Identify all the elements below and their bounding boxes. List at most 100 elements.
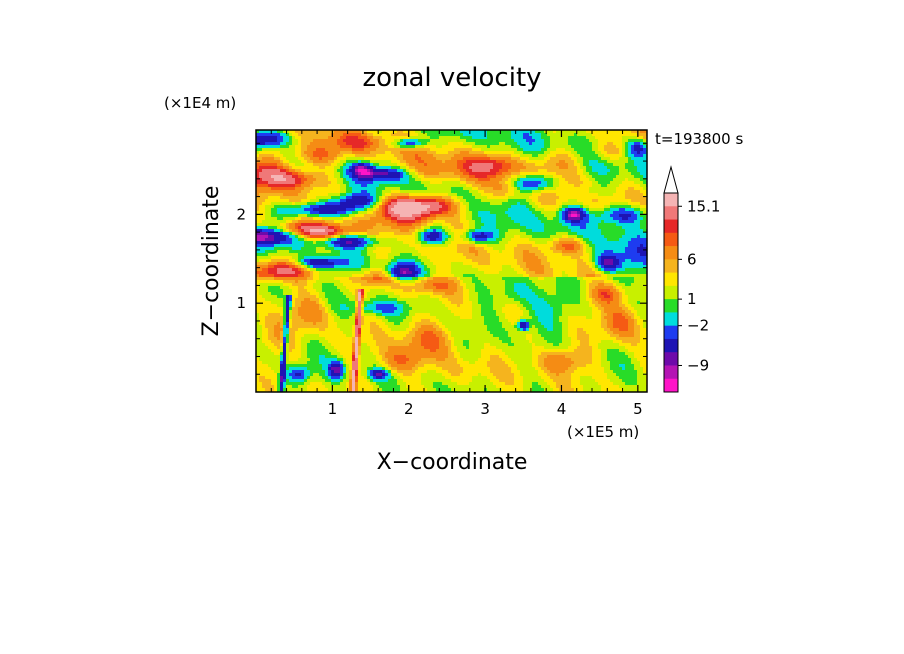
field-cell	[610, 205, 614, 209]
field-cell	[481, 172, 485, 176]
field-cell	[352, 229, 356, 233]
field-cell	[454, 157, 458, 161]
field-cell	[634, 142, 638, 146]
field-cell	[346, 172, 350, 176]
field-cell	[334, 202, 338, 206]
field-cell	[412, 178, 416, 182]
field-cell	[442, 223, 446, 227]
field-cell	[634, 232, 638, 236]
field-cell	[415, 184, 419, 188]
field-cell	[313, 163, 317, 167]
field-cell	[259, 148, 263, 152]
field-cell	[514, 238, 518, 242]
field-cell	[427, 199, 431, 203]
field-cell	[406, 187, 410, 191]
field-cell	[622, 241, 626, 245]
field-cell	[331, 199, 335, 203]
field-cell	[451, 232, 455, 236]
field-cell	[631, 166, 635, 170]
field-cell	[364, 217, 368, 221]
field-cell	[493, 133, 497, 137]
field-cell	[607, 220, 611, 224]
field-cell	[397, 211, 401, 215]
field-cell	[574, 214, 578, 218]
field-cell	[346, 148, 350, 152]
field-cell	[388, 175, 392, 179]
field-cell	[634, 166, 638, 170]
field-cell	[286, 130, 290, 134]
field-cell	[286, 205, 290, 209]
field-cell	[574, 130, 578, 134]
field-cell	[508, 238, 512, 242]
field-cell	[268, 235, 272, 239]
field-cell	[352, 154, 356, 158]
field-cell	[391, 226, 395, 230]
field-cell	[316, 199, 320, 203]
field-cell	[304, 169, 308, 173]
field-cell	[532, 151, 536, 155]
field-cell	[265, 184, 269, 188]
field-cell	[274, 133, 278, 137]
field-cell	[334, 142, 338, 146]
field-cell	[616, 130, 620, 134]
field-cell	[619, 208, 623, 212]
field-cell	[304, 157, 308, 161]
field-cell	[541, 193, 545, 197]
field-cell	[598, 157, 602, 161]
field-cell	[595, 220, 599, 224]
field-cell	[301, 211, 305, 215]
field-cell	[274, 226, 278, 230]
field-cell	[358, 205, 362, 209]
field-cell	[631, 133, 635, 137]
field-cell	[634, 196, 638, 200]
field-cell	[325, 223, 329, 227]
field-cell	[631, 226, 635, 230]
field-cell	[463, 226, 467, 230]
field-cell	[523, 160, 527, 164]
field-cell	[331, 223, 335, 227]
field-cell	[367, 220, 371, 224]
field-cell	[580, 157, 584, 161]
field-cell	[310, 130, 314, 134]
field-cell	[580, 169, 584, 173]
field-cell	[346, 214, 350, 218]
field-cell	[268, 208, 272, 212]
field-cell	[502, 136, 506, 140]
field-cell	[433, 142, 437, 146]
field-cell	[433, 241, 437, 245]
field-cell	[328, 217, 332, 221]
field-cell	[607, 190, 611, 194]
field-cell	[310, 166, 314, 170]
field-cell	[565, 205, 569, 209]
field-cell	[640, 193, 644, 197]
field-cell	[430, 223, 434, 227]
field-cell	[268, 154, 272, 158]
field-cell	[442, 130, 446, 134]
field-cell	[451, 184, 455, 188]
field-cell	[598, 145, 602, 149]
field-cell	[622, 166, 626, 170]
field-cell	[640, 208, 644, 212]
field-cell	[262, 238, 266, 242]
field-cell	[550, 205, 554, 209]
field-cell	[325, 232, 329, 236]
field-cell	[565, 229, 569, 233]
field-cell	[322, 223, 326, 227]
field-cell	[265, 145, 269, 149]
field-cell	[517, 223, 521, 227]
field-cell	[289, 157, 293, 161]
field-cell	[313, 181, 317, 185]
field-cell	[565, 163, 569, 167]
field-cell	[610, 202, 614, 206]
field-cell	[508, 175, 512, 179]
field-cell	[394, 226, 398, 230]
field-cell	[415, 172, 419, 176]
field-cell	[295, 130, 299, 134]
field-cell	[640, 214, 644, 218]
field-cell	[580, 217, 584, 221]
field-cell	[625, 187, 629, 191]
field-cell	[310, 175, 314, 179]
field-cell	[307, 154, 311, 158]
field-cell	[418, 166, 422, 170]
field-cell	[307, 166, 311, 170]
